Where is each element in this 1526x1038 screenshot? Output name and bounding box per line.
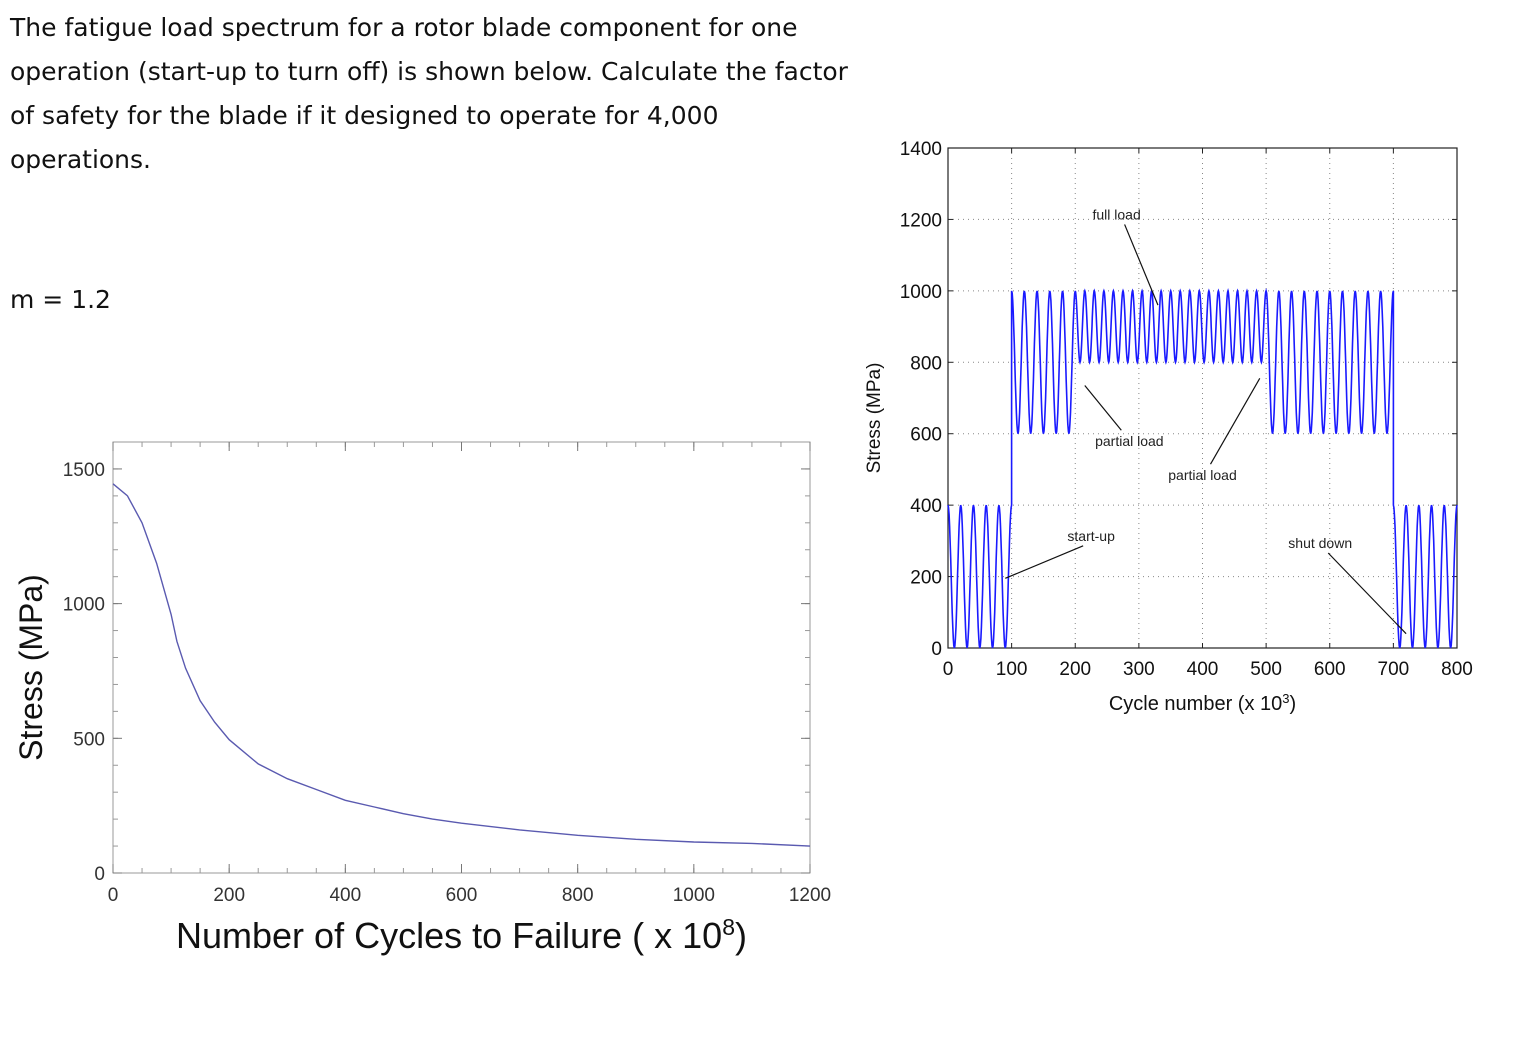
sn-curve-line <box>112 483 811 847</box>
m-parameter: m = 1.2 <box>10 285 111 314</box>
y-tick-label: 1000 <box>63 595 105 616</box>
annotation-label: partial load <box>1168 467 1237 483</box>
annotation-pointer <box>1209 378 1261 465</box>
x-tick-label: 400 <box>329 885 361 906</box>
x-tick-label: 800 <box>562 885 594 906</box>
problem-line-4: operations. <box>10 145 152 174</box>
y-tick-label: 1400 <box>900 139 942 160</box>
y-axis-label: Stress (MPa) <box>864 363 885 474</box>
x-tick-label: 400 <box>1187 659 1219 680</box>
x-tick-label: 800 <box>1441 659 1473 680</box>
y-tick-label: 400 <box>910 496 942 517</box>
y-tick-label: 800 <box>910 353 942 374</box>
y-tick-label: 0 <box>931 639 942 660</box>
y-tick-label: 1500 <box>63 460 105 481</box>
x-tick-label: 1200 <box>789 885 831 906</box>
problem-line-1: The fatigue load spectrum for a rotor bl… <box>10 13 798 42</box>
annotation-pointer <box>1084 385 1122 431</box>
x-axis-label: Number of Cycles to Failure ( x 108) <box>176 914 747 956</box>
annotation-label: partial load <box>1095 433 1164 449</box>
y-tick-label: 600 <box>910 425 942 446</box>
plot-frame <box>112 441 811 874</box>
x-tick-label: 0 <box>943 659 954 680</box>
x-tick-label: 100 <box>996 659 1028 680</box>
y-axis-label: Stress (MPa) <box>13 574 49 761</box>
annotation-pointer <box>1124 224 1159 306</box>
sn-curve-chart: 0 200 400 600 800 1000 1200 0 500 1000 1500 Number … <box>13 441 831 956</box>
x-tick-label: 1000 <box>673 885 715 906</box>
x-tick-label: 300 <box>1123 659 1155 680</box>
problem-line-2: operation (start-up to turn off) is show… <box>10 57 848 86</box>
annotation-pointer <box>1327 552 1407 635</box>
x-tick-label: 200 <box>213 885 245 906</box>
annotation-label: shut down <box>1288 535 1352 551</box>
y-tick-label: 500 <box>73 729 105 750</box>
problem-statement: The fatigue load spectrum for a rotor bl… <box>10 6 890 182</box>
y-tick-label: 200 <box>910 568 942 589</box>
y-tick-label: 1000 <box>900 282 942 303</box>
annotation-label: start-up <box>1067 528 1115 544</box>
y-tick-label: 0 <box>94 864 105 885</box>
x-tick-label: 0 <box>108 885 119 906</box>
annotation-label: full load <box>1092 206 1140 222</box>
x-tick-label: 600 <box>1314 659 1346 680</box>
y-tick-label: 1200 <box>900 210 942 231</box>
x-tick-label: 600 <box>446 885 478 906</box>
x-axis-label: Cycle number (x 103) <box>1109 691 1296 716</box>
x-tick-label: 700 <box>1378 659 1410 680</box>
annotation-pointer <box>1005 545 1084 579</box>
stress-signal-line <box>947 288 1458 649</box>
problem-line-3: of safety for the blade if it designed t… <box>10 101 719 130</box>
load-spectrum-chart: 0 100 200 300 400 500 600 700 800 0 200 400 600 800 10… <box>864 139 1473 716</box>
x-tick-label: 500 <box>1250 659 1282 680</box>
x-tick-label: 200 <box>1059 659 1091 680</box>
